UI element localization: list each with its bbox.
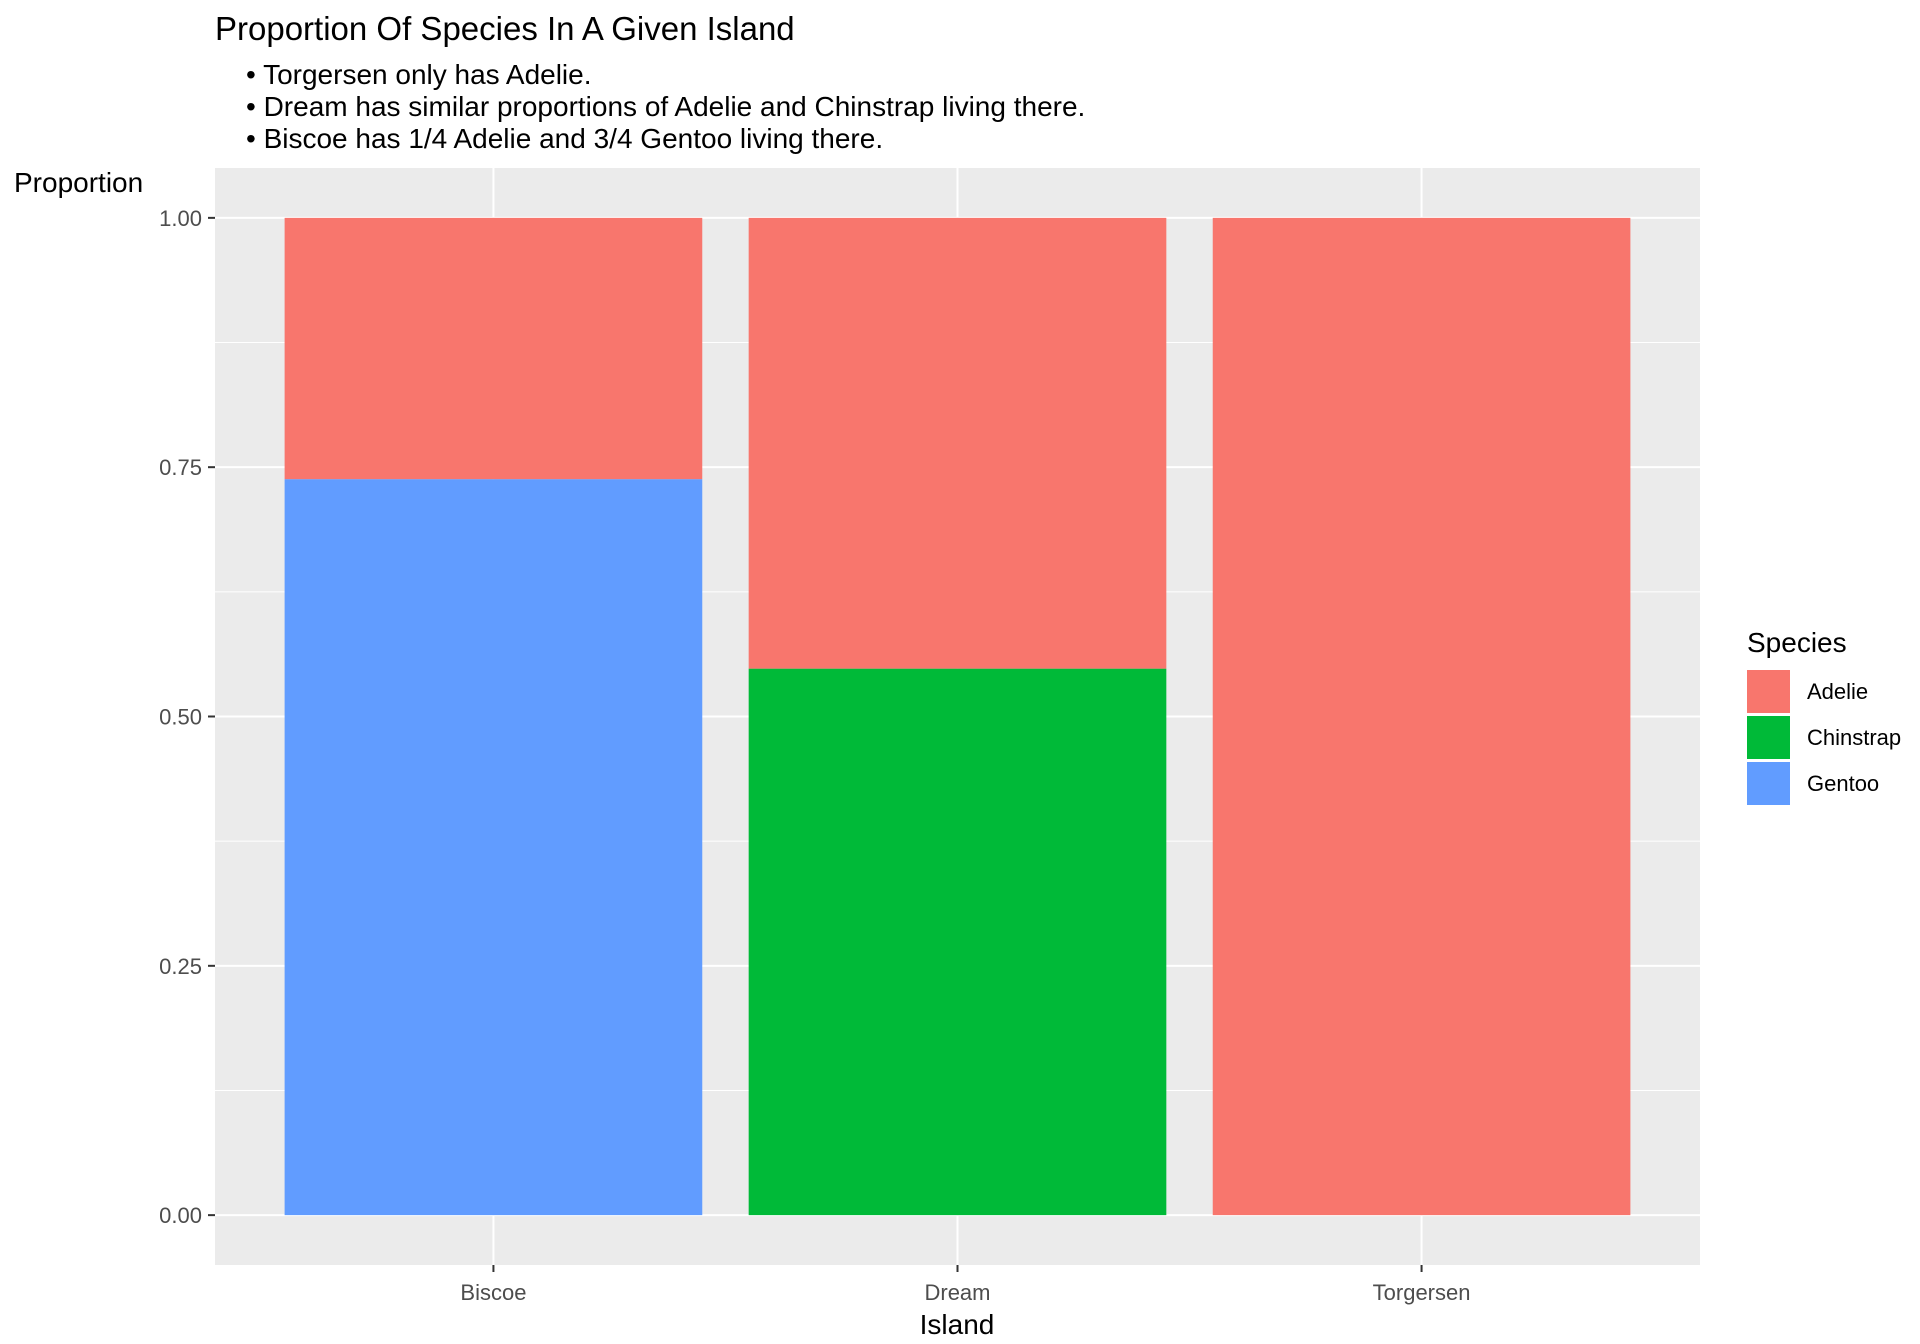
y-axis-title: Proportion (14, 167, 143, 198)
bar-dream-chinstrap (748, 668, 1167, 1216)
y-tick-label: 0.50 (159, 705, 202, 730)
legend-label-chinstrap: Chinstrap (1807, 725, 1901, 750)
bar-biscoe-gentoo (284, 479, 703, 1216)
bar-biscoe-adelie (284, 217, 703, 480)
chart-title: Proportion Of Species In A Given Island (215, 10, 795, 47)
legend-key-gentoo (1747, 762, 1790, 805)
y-tick-label: 0.75 (159, 455, 202, 480)
subtitle-line-3: • Biscoe has 1/4 Adelie and 3/4 Gentoo l… (246, 123, 883, 154)
bar-torgersen-adelie (1212, 217, 1631, 1216)
x-tick-label: Torgersen (1373, 1280, 1471, 1305)
x-tick-label: Dream (924, 1280, 990, 1305)
axis-ticks: 0.00 0.25 0.50 0.75 1.00 Biscoe Dream Torgersen (159, 206, 1470, 1305)
subtitle-line-2: • Dream has similar proportions of Adeli… (246, 91, 1085, 122)
legend-label-adelie: Adelie (1807, 679, 1868, 704)
bar-dream-adelie (748, 217, 1167, 669)
y-tick-label: 0.00 (159, 1203, 202, 1228)
legend-key-chinstrap (1747, 716, 1790, 759)
legend-label-gentoo: Gentoo (1807, 771, 1879, 796)
y-tick-label: 0.25 (159, 954, 202, 979)
x-tick-label: Biscoe (460, 1280, 526, 1305)
legend: Adelie Chinstrap Gentoo (1747, 670, 1901, 805)
x-axis-title: Island (920, 1309, 995, 1340)
y-tick-label: 1.00 (159, 206, 202, 231)
subtitle-line-1: • Torgersen only has Adelie. (246, 59, 592, 90)
legend-key-adelie (1747, 670, 1790, 713)
bars (284, 217, 1631, 1216)
legend-title: Species (1747, 627, 1847, 658)
